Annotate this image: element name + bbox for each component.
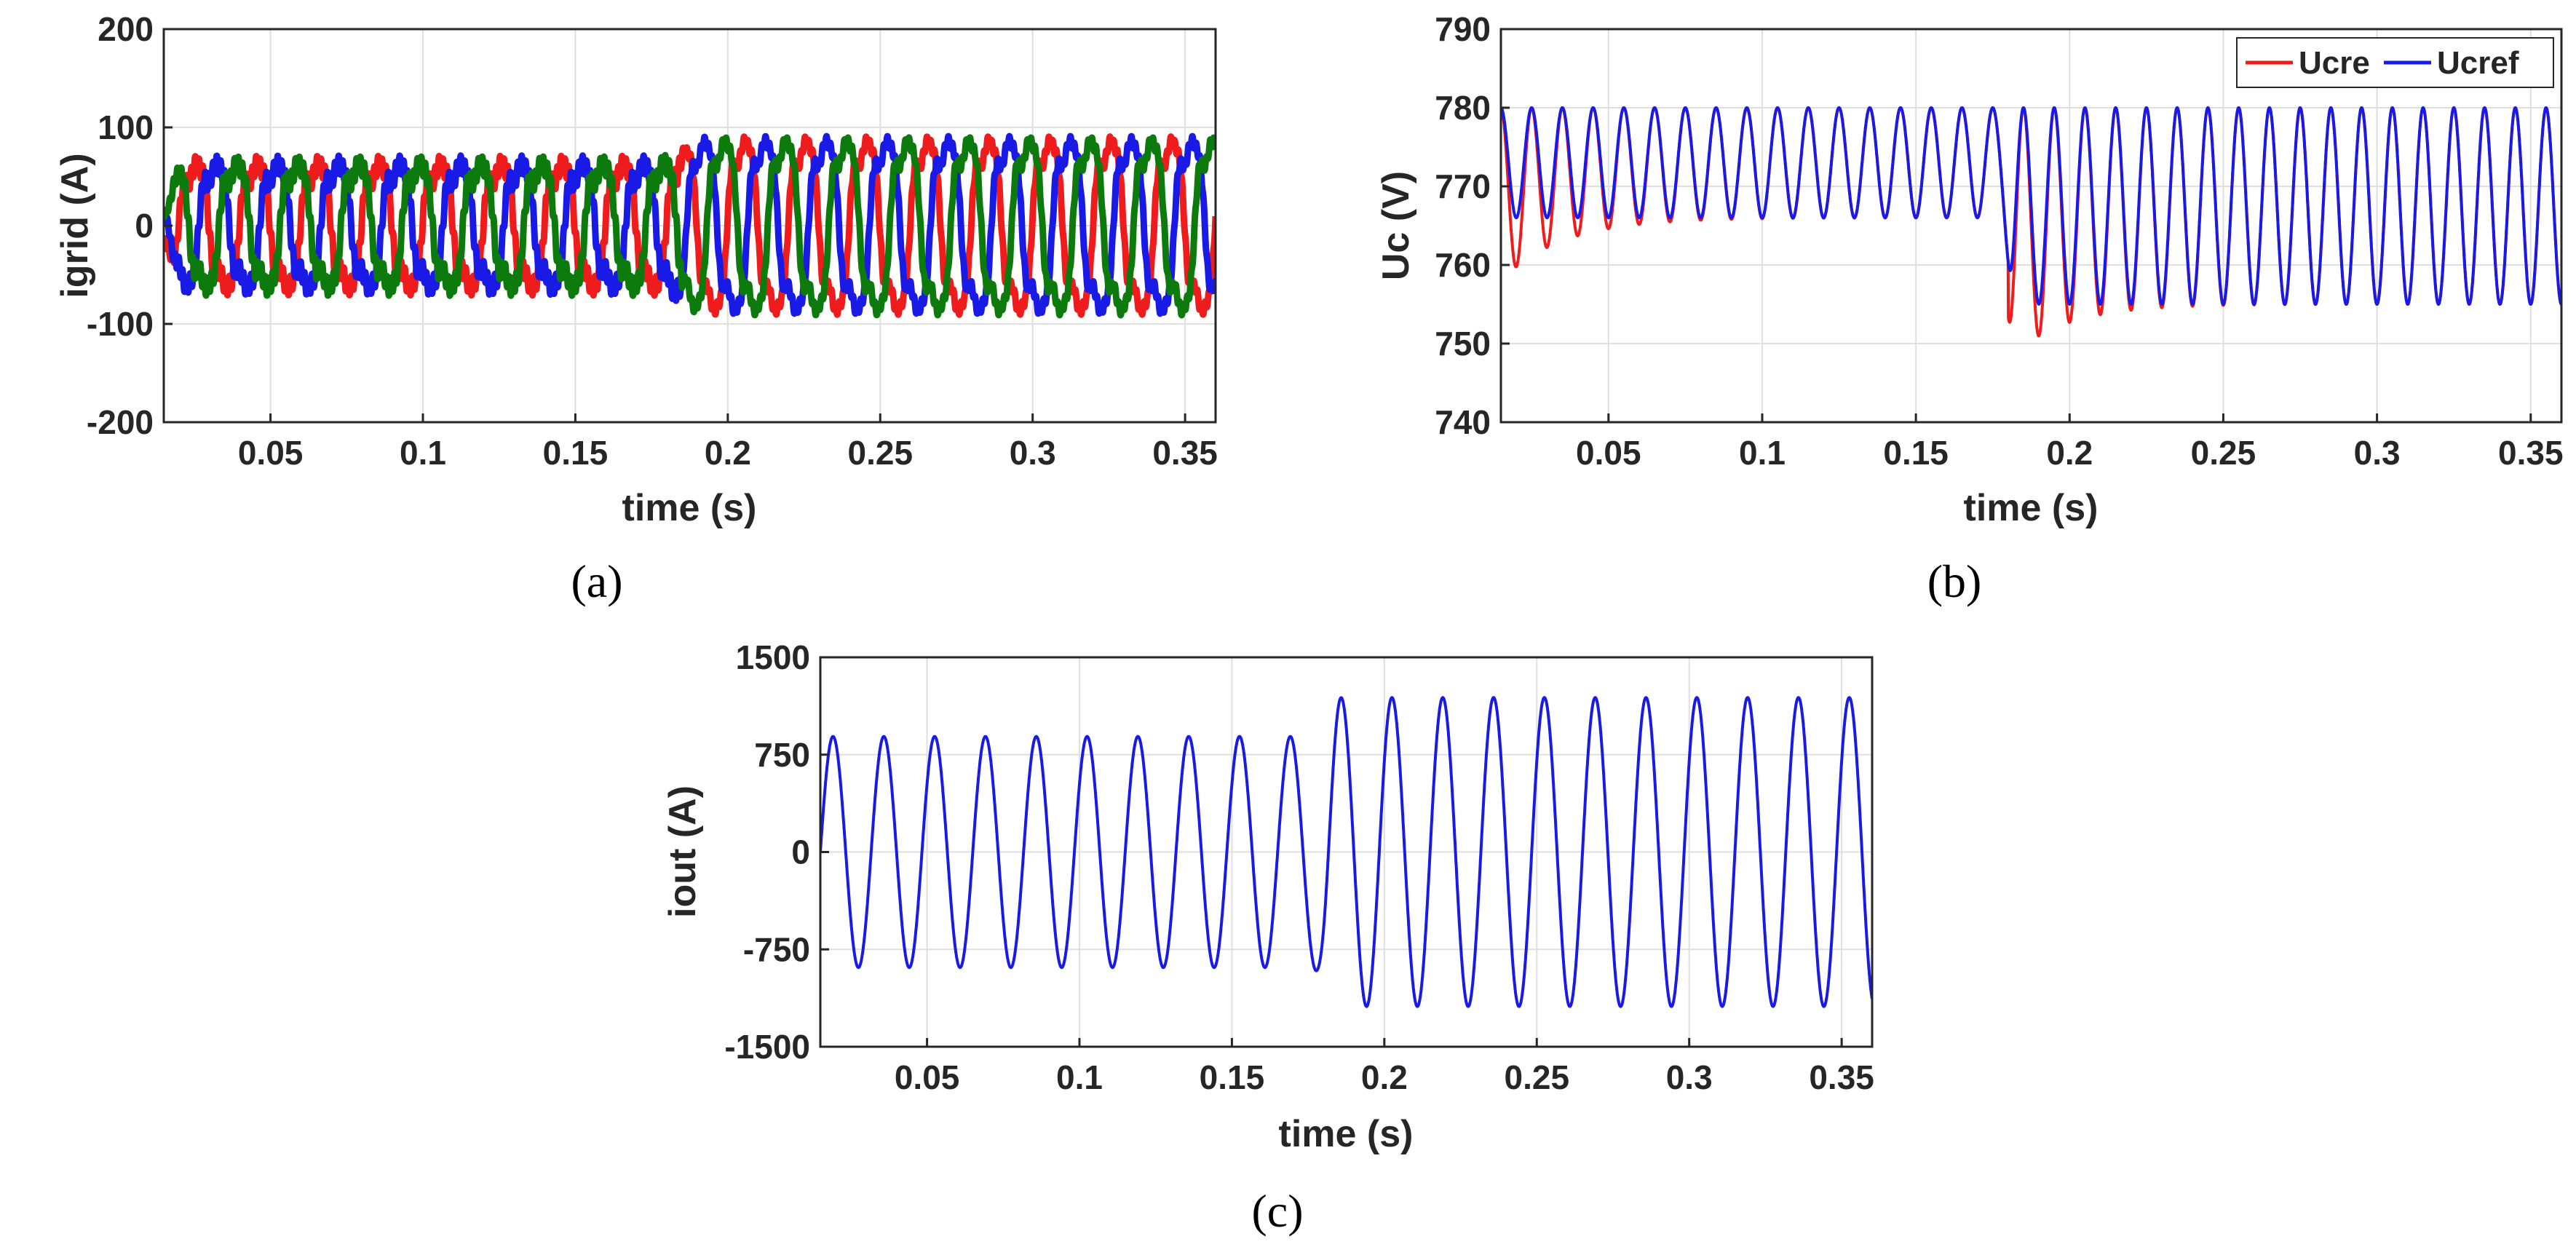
- x-tick-label: 0.3: [1666, 1058, 1713, 1096]
- y-tick-label: 100: [98, 108, 154, 146]
- x-tick-label: 0.35: [1152, 434, 1218, 472]
- y-tick-label: -200: [87, 403, 154, 441]
- x-tick-label: 0.15: [1200, 1058, 1265, 1096]
- x-tick-label: 0.2: [2046, 434, 2093, 472]
- x-tick-label: 0.1: [400, 434, 446, 472]
- panel-c-iout-chart: 0.05 0.1 0.15 0.2 0.25 0.3 0.35 -1500 -750 0 750 1…: [662, 638, 1874, 1237]
- x-tick-label: 0.25: [848, 434, 914, 472]
- panel-a-caption: (a): [571, 555, 622, 607]
- x-tick-label: 0.05: [238, 434, 304, 472]
- panel-b-legend-label-ucre: Ucre: [2299, 45, 2370, 81]
- series-line-iout: [820, 696, 1872, 1008]
- panel-a-series: [164, 132, 1216, 319]
- y-tick-label: 0: [791, 833, 810, 871]
- y-tick-label: 780: [1435, 89, 1491, 127]
- panel-b-x-axis-label: time (s): [1964, 487, 2099, 529]
- panel-c-caption: (c): [1251, 1185, 1303, 1237]
- x-tick-label: 0.2: [1361, 1058, 1408, 1096]
- panel-a-x-ticks: 0.05 0.1 0.15 0.2 0.25 0.3 0.35: [238, 413, 1218, 472]
- y-tick-label: -100: [87, 305, 154, 343]
- x-tick-label: 0.3: [1010, 434, 1056, 472]
- panel-b-y-axis-label: Uc (V): [1375, 171, 1417, 280]
- x-tick-label: 0.2: [705, 434, 751, 472]
- y-tick-label: -1500: [724, 1028, 810, 1066]
- panel-c-y-ticks: -1500 -750 0 750 1500: [724, 638, 829, 1066]
- series-line-phase-b: [164, 132, 1216, 317]
- y-tick-label: 1500: [736, 638, 810, 676]
- x-tick-label: 0.25: [1505, 1058, 1570, 1096]
- panel-b-legend-label-ucref: Ucref: [2437, 45, 2519, 81]
- panel-b-plot-border: [1499, 28, 2563, 424]
- panel-a-igrid-chart: 0.05 0.1 0.15 0.2 0.25 0.3 0.35 -200 -100 0 100 20…: [54, 10, 1218, 607]
- y-tick-label: 790: [1435, 10, 1491, 48]
- x-tick-label: 0.05: [895, 1058, 960, 1096]
- x-tick-label: 0.05: [1576, 434, 1641, 472]
- series-line-phase-c: [164, 134, 1216, 319]
- y-tick-label: -750: [743, 930, 810, 968]
- panel-c-series: [820, 696, 1872, 1008]
- y-tick-label: 760: [1435, 246, 1491, 284]
- panel-a-x-axis-label: time (s): [622, 487, 757, 529]
- y-tick-label: 740: [1435, 403, 1491, 441]
- x-tick-label: 0.35: [1809, 1058, 1874, 1096]
- panel-b-uc-chart: 0.05 0.1 0.15 0.2 0.25 0.3 0.35 740 750 760 770 78…: [1375, 10, 2564, 607]
- x-tick-label: 0.1: [1056, 1058, 1103, 1096]
- panel-b-y-ticks: 740 750 760 770 780 790: [1435, 10, 1510, 441]
- x-tick-label: 0.1: [1739, 434, 1786, 472]
- panel-c-x-ticks: 0.05 0.1 0.15 0.2 0.25 0.3 0.35: [895, 1038, 1874, 1096]
- x-tick-label: 0.25: [2191, 434, 2256, 472]
- panel-c-x-axis-label: time (s): [1279, 1113, 1414, 1155]
- panel-a-y-ticks: -200 -100 0 100 200: [87, 10, 173, 441]
- panel-b-legend: Ucre Ucref: [2236, 37, 2554, 88]
- panel-b-caption: (b): [1927, 555, 1982, 607]
- panel-c-y-axis-label: iout (A): [662, 785, 704, 918]
- panel-a-y-axis-label: igrid (A): [54, 153, 96, 298]
- panel-b-series: [1501, 106, 2561, 338]
- x-tick-label: 0.15: [543, 434, 609, 472]
- series-line-ucref: [1501, 106, 2561, 306]
- y-tick-label: 200: [98, 10, 154, 48]
- x-tick-label: 0.35: [2498, 434, 2564, 472]
- y-tick-label: 750: [1435, 325, 1491, 362]
- panel-b-x-ticks: 0.05 0.1 0.15 0.2 0.25 0.3 0.35: [1576, 413, 2564, 472]
- x-tick-label: 0.15: [1883, 434, 1949, 472]
- x-tick-label: 0.3: [2354, 434, 2401, 472]
- y-tick-label: 0: [135, 207, 154, 245]
- y-tick-label: 770: [1435, 167, 1491, 205]
- y-tick-label: 750: [754, 736, 810, 774]
